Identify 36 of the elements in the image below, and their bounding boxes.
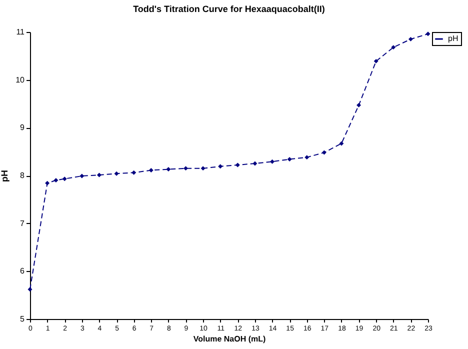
- point: [287, 157, 292, 162]
- point: [62, 176, 67, 182]
- x-axis-title: Volume NaOH (mL): [193, 334, 266, 344]
- point: [54, 178, 58, 183]
- point: [80, 174, 84, 178]
- y-tick-label: 11: [16, 28, 26, 36]
- point: [114, 171, 119, 176]
- point: [426, 32, 430, 36]
- y-tick-label: 6: [20, 266, 26, 276]
- point: [270, 159, 274, 164]
- point: [408, 36, 413, 42]
- point: [218, 164, 223, 169]
- point: [339, 141, 344, 146]
- point: [322, 150, 326, 155]
- y-tick-label: 5: [20, 314, 26, 324]
- y-tick-label: 9: [20, 123, 26, 132]
- point: [166, 167, 171, 172]
- point: [391, 45, 396, 50]
- y-axis-title: pH: [0, 170, 10, 182]
- legend-label: pH: [448, 34, 458, 43]
- point: [252, 161, 258, 166]
- y-tick-label: 8: [20, 171, 26, 180]
- point: [28, 287, 32, 292]
- y-tick-label: 7: [20, 218, 26, 228]
- point: [374, 58, 378, 64]
- point: [304, 155, 310, 160]
- y-tick-label: 10: [16, 75, 26, 84]
- point: [148, 168, 154, 172]
- point: [235, 162, 240, 168]
- point: [45, 180, 50, 186]
- chart-title: Todd's Titration Curve for Hexaaquacobalt(II): [133, 4, 325, 14]
- point: [356, 102, 362, 108]
- point: [184, 166, 188, 171]
- point: [132, 170, 136, 175]
- point: [96, 172, 102, 178]
- point: [200, 166, 206, 171]
